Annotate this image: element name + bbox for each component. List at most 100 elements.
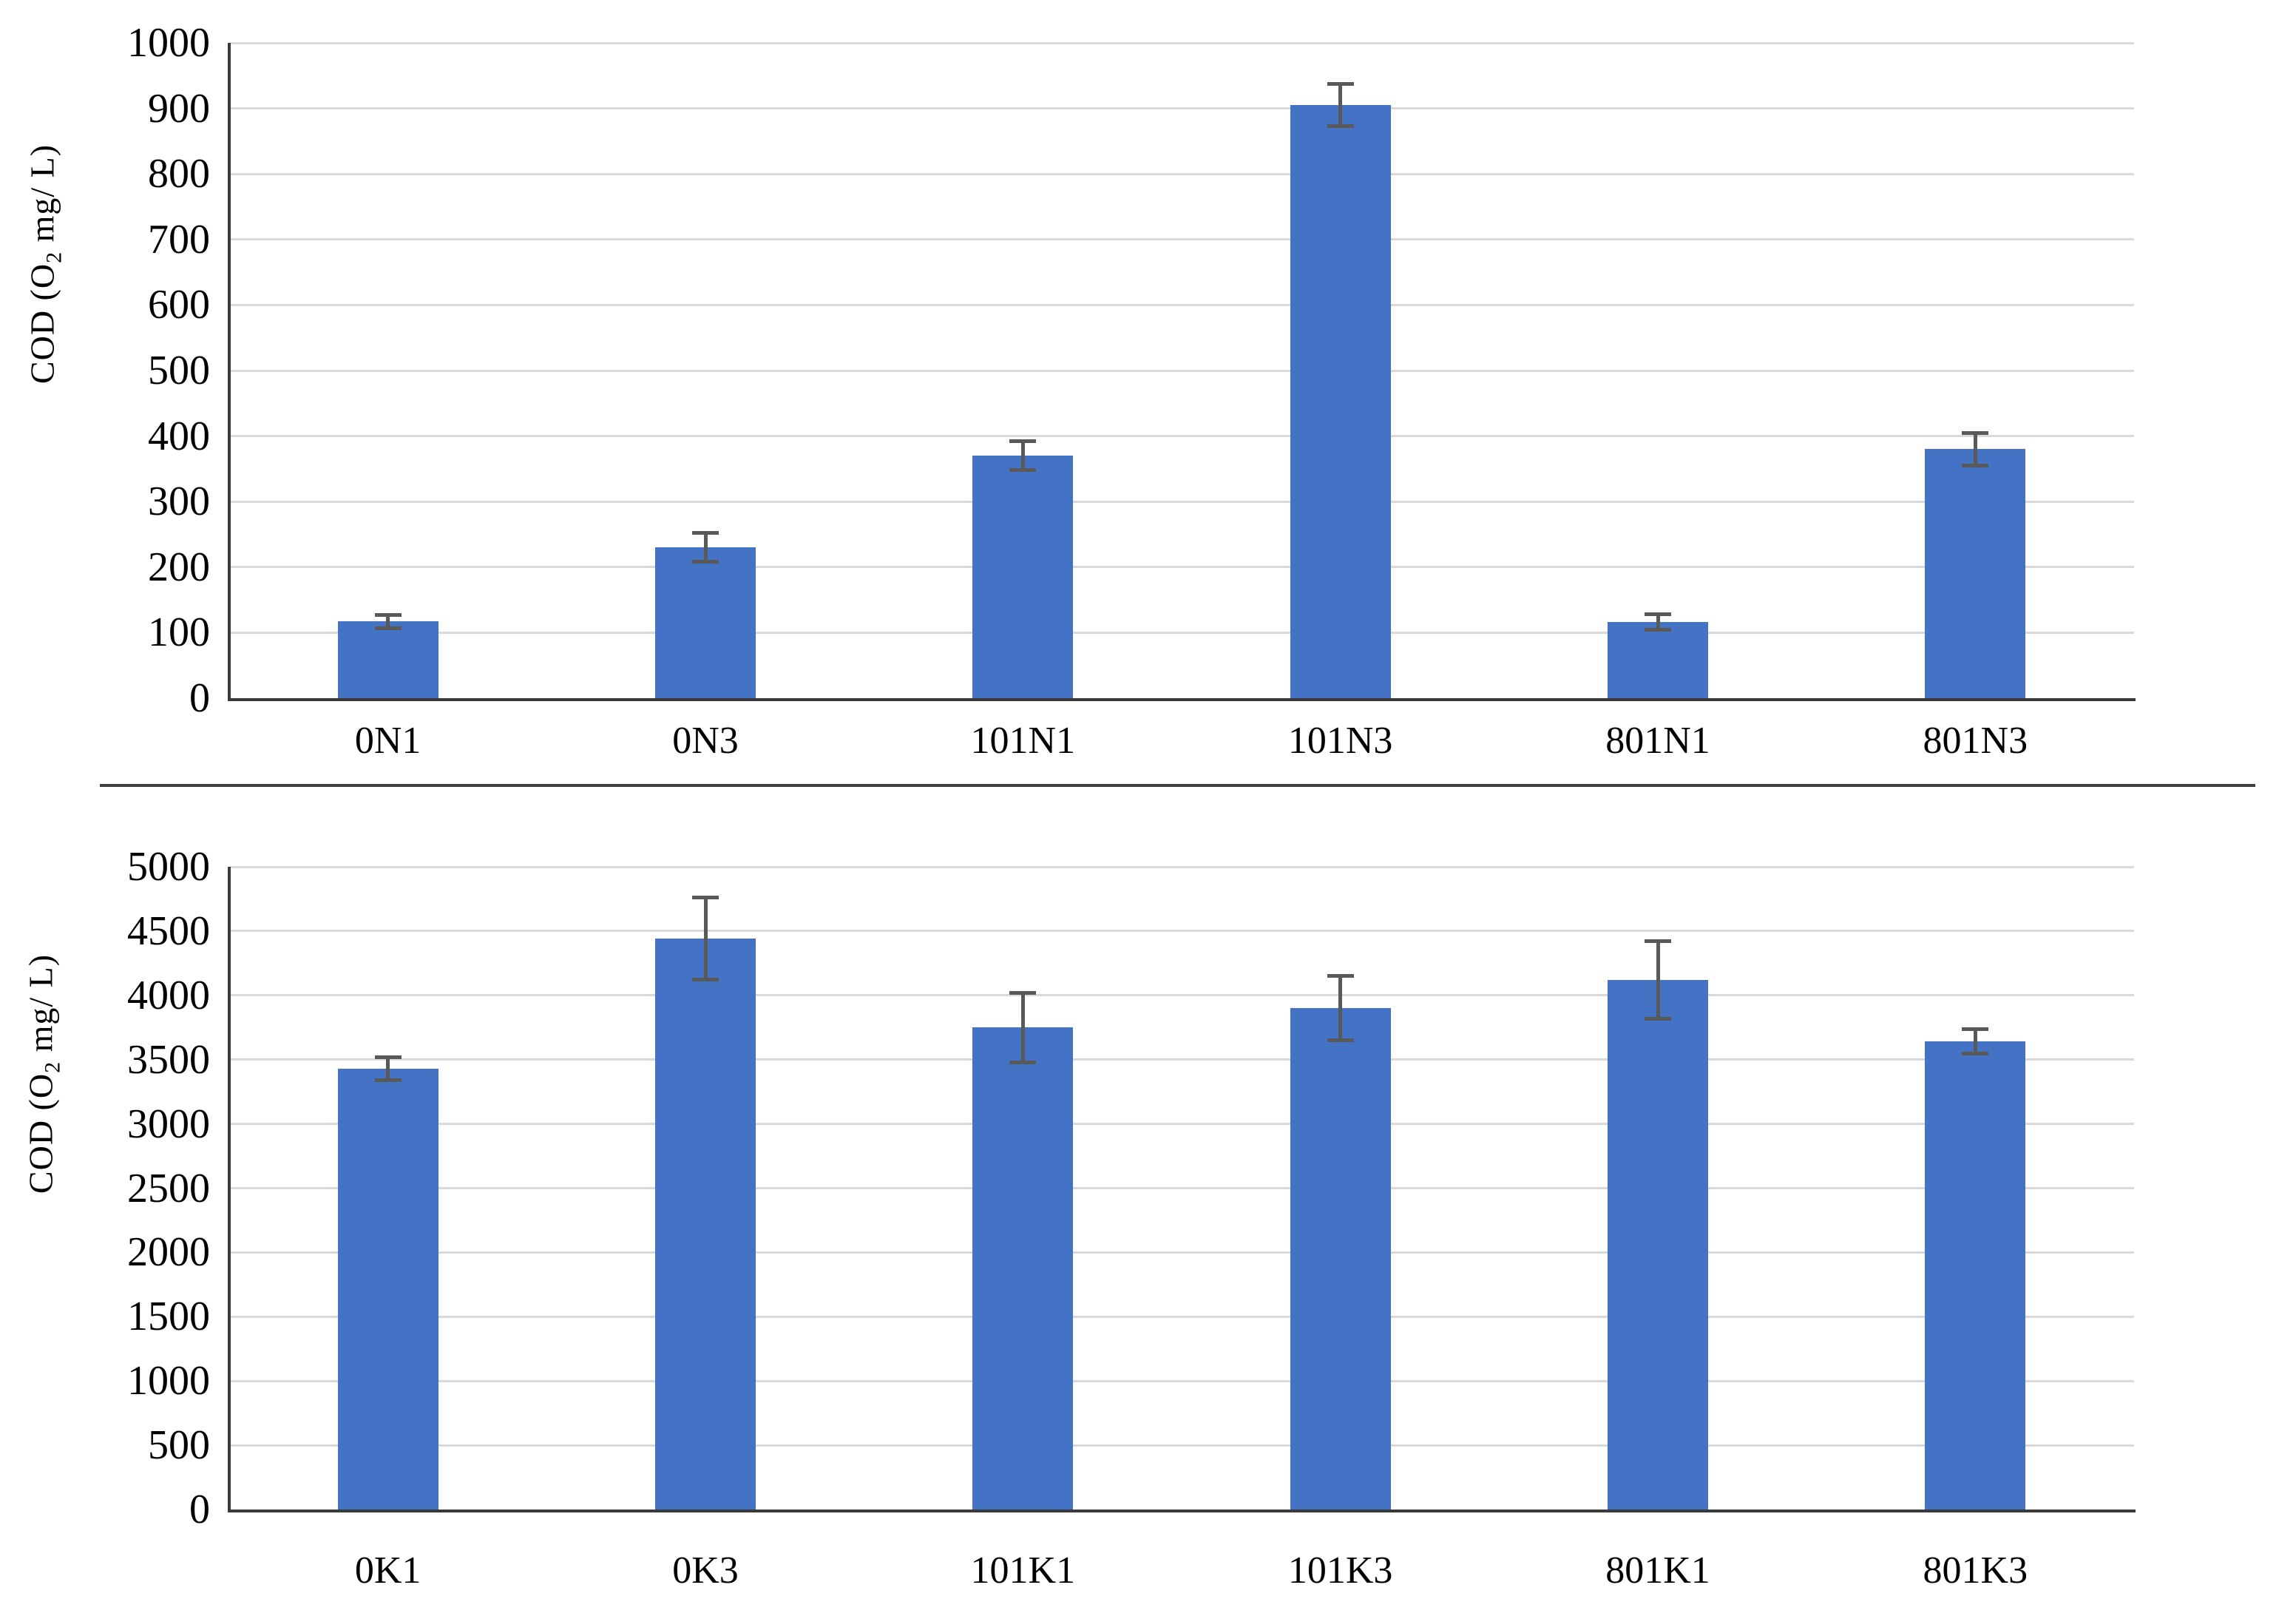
- y-gridline-300: [229, 500, 2134, 503]
- y-gridline-200: [229, 566, 2134, 569]
- bar-801N3: [1925, 449, 2026, 698]
- category-label-0N1: 0N1: [354, 720, 421, 762]
- y-tick-label-700: 700: [148, 216, 210, 263]
- y-axis-line: [228, 43, 231, 701]
- y-gridline-700: [229, 238, 2134, 241]
- y-tick-label-300: 300: [148, 479, 210, 525]
- y-gridline-100: [229, 631, 2134, 634]
- y-tick-label-3500: 3500: [127, 1036, 210, 1083]
- y-tick-label-800: 800: [148, 151, 210, 197]
- y-tick-label-500: 500: [148, 1422, 210, 1469]
- error-bar-cap-bottom-801N3: [1962, 463, 1989, 467]
- y-tick-label-500: 500: [148, 348, 210, 393]
- category-label-101N1: 101N1: [970, 720, 1076, 762]
- y-gridline-800: [229, 172, 2134, 175]
- error-bar-cap-bottom-101N1: [1009, 468, 1037, 473]
- error-bar-cap-top-101N3: [1327, 82, 1354, 87]
- category-label-801K1: 801K1: [1605, 1549, 1710, 1592]
- error-bar-line-0K1: [386, 1057, 390, 1081]
- error-bar-cap-top-801K3: [1962, 1027, 1989, 1032]
- category-label-101N3: 101N3: [1287, 720, 1393, 762]
- y-gridline-3500: [229, 1058, 2134, 1061]
- category-label-801N3: 801N3: [1923, 720, 2028, 762]
- error-bar-line-0N1: [386, 615, 390, 629]
- y-tick-label-400: 400: [148, 413, 210, 459]
- error-bar-line-0K3: [703, 897, 708, 980]
- category-label-801N1: 801N1: [1605, 720, 1710, 762]
- error-bar-line-101N3: [1338, 84, 1343, 126]
- error-bar-line-801K1: [1656, 941, 1660, 1019]
- category-label-101K3: 101K3: [1287, 1549, 1393, 1592]
- y-tick-label-5000: 5000: [127, 844, 210, 890]
- y-gridline-4500: [229, 930, 2134, 933]
- error-bar-cap-top-0N3: [692, 531, 719, 535]
- category-label-0N3: 0N3: [672, 720, 739, 762]
- category-label-801K3: 801K3: [1923, 1549, 2028, 1592]
- error-bar-cap-top-0K1: [374, 1055, 402, 1059]
- bar-801N1: [1608, 622, 1708, 698]
- error-bar-cap-bottom-101K1: [1009, 1060, 1037, 1064]
- y-gridline-3000: [229, 1123, 2134, 1126]
- error-bar-cap-top-0N1: [374, 612, 402, 617]
- category-label-0K3: 0K3: [672, 1549, 739, 1592]
- y-gridline-1500: [229, 1315, 2134, 1318]
- y-tick-label-100: 100: [148, 609, 210, 656]
- error-bar-line-101K1: [1020, 993, 1025, 1063]
- error-bar-cap-bottom-801N1: [1645, 628, 1671, 632]
- y-tick-label-4000: 4000: [127, 972, 210, 1018]
- error-bar-line-801K3: [1973, 1029, 1977, 1054]
- y-tick-label-600: 600: [148, 282, 210, 328]
- y-tick-label-3000: 3000: [127, 1101, 210, 1147]
- y-tick-label-900: 900: [148, 85, 210, 132]
- y-gridline-1000: [229, 41, 2134, 44]
- error-bar-cap-top-801N3: [1962, 430, 1989, 435]
- error-bar-cap-top-101N1: [1009, 439, 1037, 444]
- y-tick-label-1000: 1000: [127, 1358, 210, 1404]
- error-bar-cap-top-801K1: [1645, 939, 1671, 944]
- bar-101K3: [1290, 1008, 1391, 1510]
- error-bar-cap-bottom-0K1: [374, 1078, 402, 1082]
- bar-0N1: [337, 621, 438, 698]
- error-bar-line-801N3: [1973, 433, 1977, 466]
- error-bar-line-101N1: [1020, 441, 1025, 470]
- x-axis-line: [228, 698, 2136, 701]
- error-bar-cap-bottom-0K3: [692, 978, 719, 982]
- y-gridline-4000: [229, 994, 2134, 997]
- chart-divider-line: [100, 784, 2255, 787]
- y-gridline-1000: [229, 1379, 2134, 1382]
- error-bar-line-101K3: [1338, 976, 1343, 1041]
- y-gridline-600: [229, 303, 2134, 306]
- error-bar-cap-top-101K1: [1009, 990, 1037, 995]
- y-tick-label-2000: 2000: [127, 1229, 210, 1276]
- y-gridline-5000: [229, 865, 2134, 868]
- error-bar-line-0N3: [703, 533, 708, 562]
- error-bar-cap-top-101K3: [1327, 974, 1354, 978]
- error-bar-cap-bottom-0N3: [692, 560, 719, 564]
- y-tick-label-0: 0: [189, 1487, 210, 1532]
- y-gridline-900: [229, 107, 2134, 110]
- bar-101N3: [1290, 105, 1391, 698]
- y-tick-label-4500: 4500: [127, 907, 210, 954]
- error-bar-cap-top-801N1: [1645, 612, 1671, 617]
- bar-0K3: [655, 939, 756, 1510]
- error-bar-line-801N1: [1656, 614, 1660, 630]
- error-bar-cap-bottom-801K3: [1962, 1052, 1989, 1056]
- bar-0N3: [655, 547, 756, 698]
- bar-0K1: [337, 1068, 438, 1510]
- bar-801K1: [1608, 979, 1708, 1510]
- y-axis-line: [228, 867, 231, 1512]
- category-label-101K1: 101K1: [970, 1549, 1076, 1592]
- y-tick-label-2500: 2500: [127, 1165, 210, 1211]
- y-tick-label-200: 200: [148, 544, 210, 590]
- error-bar-cap-top-0K3: [692, 896, 719, 900]
- error-bar-cap-bottom-101K3: [1327, 1038, 1354, 1043]
- error-bar-cap-bottom-801K1: [1645, 1016, 1671, 1021]
- y-gridline-500: [229, 369, 2134, 372]
- error-bar-cap-bottom-101N3: [1327, 124, 1354, 129]
- y-tick-label-1500: 1500: [127, 1294, 210, 1340]
- category-label-0K1: 0K1: [354, 1549, 421, 1592]
- bar-101N1: [972, 456, 1074, 698]
